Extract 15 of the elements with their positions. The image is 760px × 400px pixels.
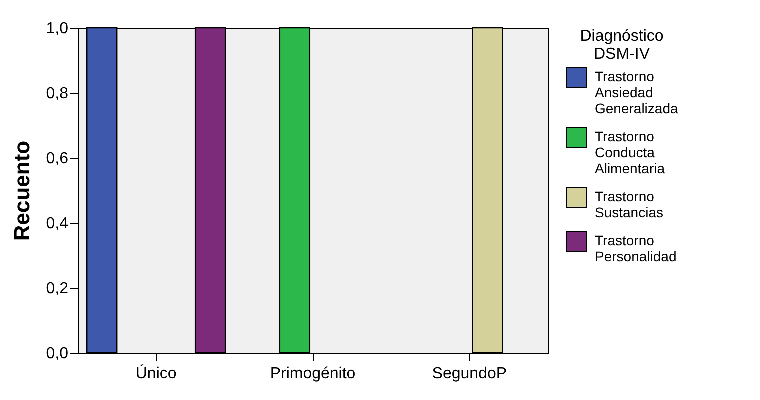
- y-axis-title: Recuento: [9, 140, 34, 242]
- y-tick-label: 0,8: [46, 86, 69, 102]
- y-tick-label: 1,0: [46, 20, 69, 38]
- y-tick-label: 0,4: [46, 216, 69, 232]
- x-tick-label: Primogénito: [270, 366, 356, 382]
- legend-label: Trastorno Conducta Alimentaria: [595, 128, 666, 176]
- legend-label: Trastorno Sustancias: [595, 188, 664, 220]
- legend-label: Trastorno Personalidad: [595, 232, 677, 264]
- y-tick-label: 0,6: [46, 150, 69, 168]
- legend-title: Diagnóstico DSM-IV: [580, 28, 664, 63]
- x-tick-label: Único: [136, 364, 177, 382]
- y-tick-label: 0,2: [46, 280, 69, 298]
- y-tick-label: 0,0: [46, 346, 69, 362]
- x-tick-label: SegundoP: [432, 366, 508, 382]
- legend-label: Trastorno Ansiedad Generalizada: [595, 68, 678, 116]
